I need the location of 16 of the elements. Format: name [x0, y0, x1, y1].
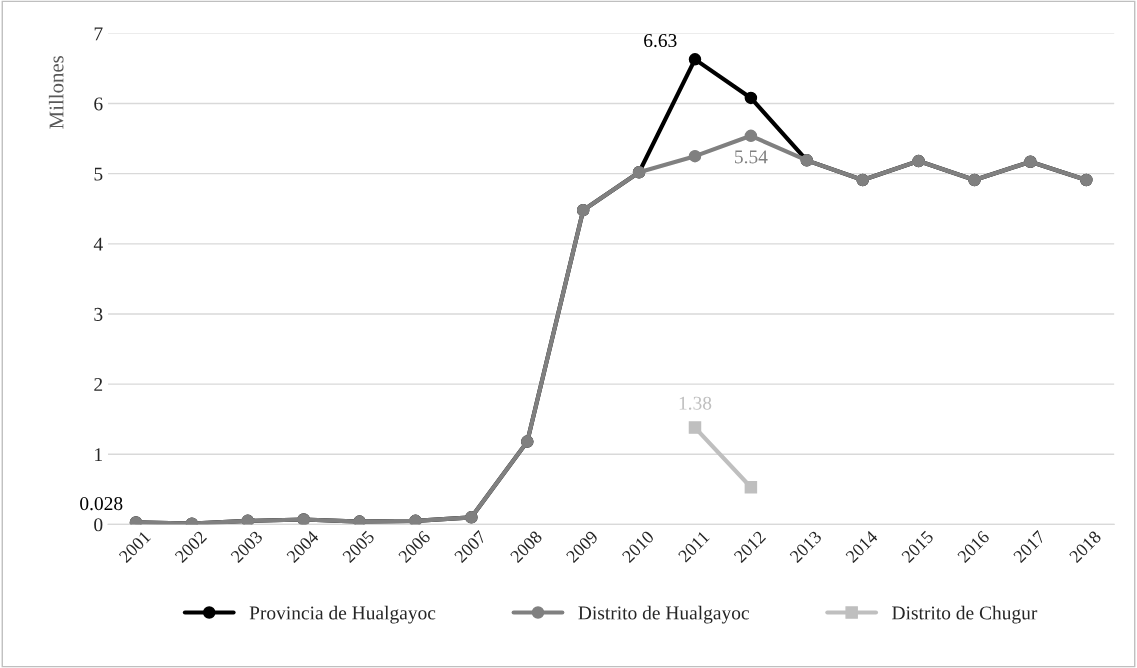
y-tick-label: 4	[93, 237, 103, 251]
y-tick-label: 7	[94, 27, 103, 41]
y-tick-label: 2	[94, 377, 103, 391]
data-label: 1.38	[679, 396, 712, 410]
legend-label: Provincia de Hualgayoc	[249, 605, 436, 624]
data-label: 0.028	[80, 497, 123, 511]
y-tick-label: 5	[94, 167, 103, 181]
y-tick-label: 6	[94, 97, 103, 111]
y-tick-label: 3	[94, 307, 103, 321]
data-label: 6.63	[644, 34, 677, 48]
legend-label: Distrito de Chugur	[892, 605, 1038, 624]
data-label: 5.54	[735, 150, 768, 164]
legend-label: Distrito de Hualgayoc	[578, 605, 749, 624]
y-tick-label: 1	[95, 448, 102, 461]
y-tick-label: 0	[94, 518, 103, 532]
y-axis-title: Millones	[48, 56, 64, 129]
